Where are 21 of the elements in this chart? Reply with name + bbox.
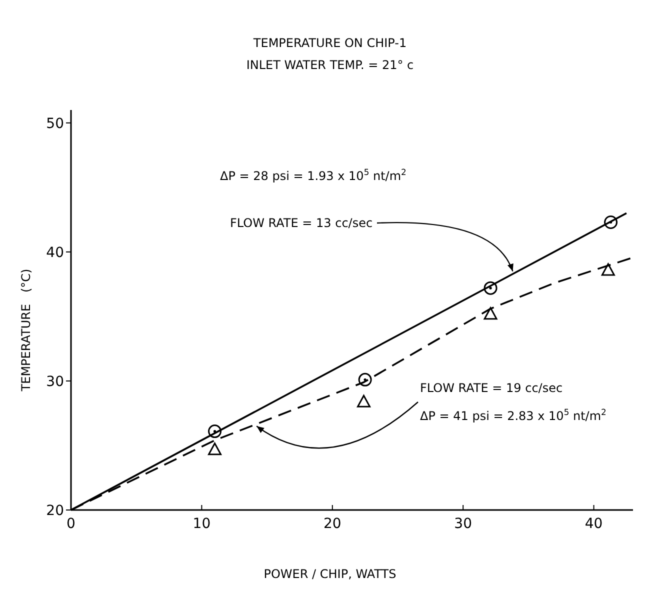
x-axis-title: POWER / CHIP, WATTS bbox=[264, 567, 396, 581]
annotation: ΔP = 41 psi = 2.83 x 10$^{5}$ nt/m$^{2}$ bbox=[420, 407, 606, 423]
x-tick-label: 0 bbox=[66, 516, 76, 532]
chart-subtitle: INLET WATER TEMP. = 21° c bbox=[246, 58, 414, 72]
y-tick-label: 50 bbox=[46, 116, 64, 132]
y-tick-label: 30 bbox=[46, 374, 64, 390]
chart-title: TEMPERATURE ON CHIP-1 bbox=[252, 36, 407, 50]
annotation: FLOW RATE = 13 cc/sec bbox=[230, 216, 373, 230]
point bbox=[357, 394, 371, 408]
point bbox=[601, 263, 615, 276]
x-tick-label: 10 bbox=[192, 516, 211, 532]
point bbox=[208, 442, 222, 456]
y-tick-label: 20 bbox=[46, 503, 64, 519]
annotation: FLOW RATE = 19 cc/sec bbox=[420, 381, 563, 395]
y-tick-label: 40 bbox=[46, 244, 64, 261]
x-tick-label: 20 bbox=[323, 516, 342, 532]
x-tick-label: 40 bbox=[584, 516, 603, 532]
y-axis-title: TEMPERATURE (°C) bbox=[19, 268, 33, 392]
x-tick-label: 30 bbox=[454, 516, 472, 532]
point bbox=[484, 307, 498, 320]
annotation: ΔP = 28 psi = 1.93 x 10$^{5}$ nt/m$^{2}$ bbox=[220, 167, 406, 183]
